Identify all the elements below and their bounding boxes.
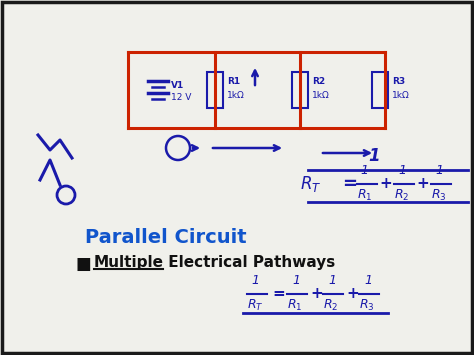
Text: 12 V: 12 V	[171, 93, 191, 102]
Text: 1: 1	[398, 164, 406, 177]
Text: +: +	[379, 176, 392, 191]
Text: R3: R3	[392, 76, 405, 86]
Text: $R_1$: $R_1$	[287, 298, 302, 313]
Text: $R_3$: $R_3$	[431, 188, 447, 203]
Text: R1: R1	[227, 76, 240, 86]
Text: 1: 1	[368, 147, 380, 165]
Text: +: +	[310, 286, 323, 301]
Text: =: =	[272, 286, 285, 301]
Text: 1: 1	[364, 274, 372, 287]
Text: 1: 1	[360, 164, 368, 177]
Text: $R_2$: $R_2$	[394, 188, 409, 203]
Text: $R_1$: $R_1$	[357, 188, 373, 203]
Text: 1: 1	[328, 274, 336, 287]
Text: $R_2$: $R_2$	[323, 298, 338, 313]
Text: V1: V1	[171, 81, 184, 89]
Text: $R_T$: $R_T$	[300, 174, 321, 194]
Bar	[372, 72, 388, 108]
Text: $R_3$: $R_3$	[359, 298, 374, 313]
Bar	[292, 72, 308, 108]
Text: =: =	[342, 175, 357, 193]
Text: ■: ■	[76, 255, 92, 273]
Text: 1: 1	[435, 164, 443, 177]
Text: $R_T$: $R_T$	[247, 298, 264, 313]
Text: 1: 1	[251, 274, 259, 287]
Text: 1kΩ: 1kΩ	[312, 91, 330, 99]
Text: +: +	[416, 176, 429, 191]
Text: +: +	[346, 286, 359, 301]
Text: 1kΩ: 1kΩ	[227, 91, 245, 99]
Text: 1: 1	[292, 274, 300, 287]
Bar	[207, 72, 223, 108]
Text: R2: R2	[312, 76, 325, 86]
Text: 1kΩ: 1kΩ	[392, 91, 410, 99]
Text: Electrical Pathways: Electrical Pathways	[163, 255, 335, 270]
Text: Multiple: Multiple	[94, 255, 164, 270]
Text: Parallel Circuit: Parallel Circuit	[85, 228, 246, 247]
